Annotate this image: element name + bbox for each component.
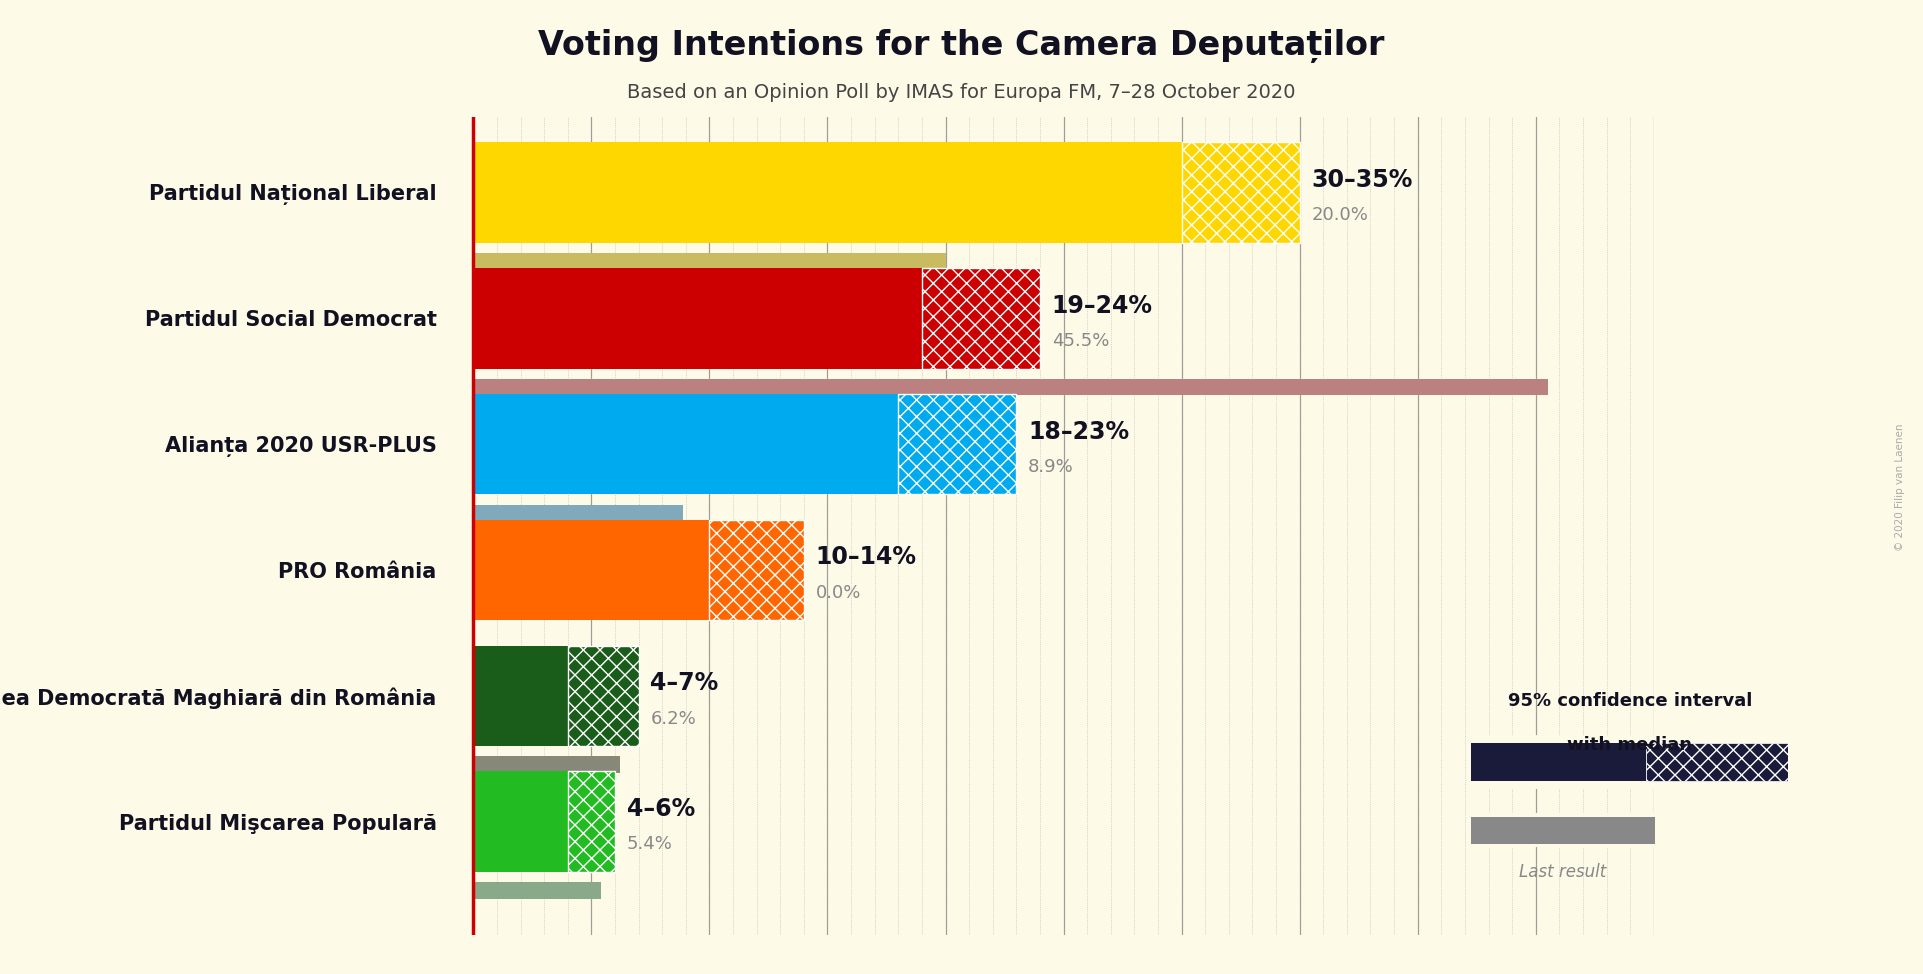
Text: 5.4%: 5.4% — [627, 836, 673, 853]
Text: Based on an Opinion Poll by IMAS for Europa FM, 7–28 October 2020: Based on an Opinion Poll by IMAS for Eur… — [627, 83, 1296, 102]
Text: with median: with median — [1567, 736, 1692, 754]
Bar — [710, 520, 804, 620]
Bar — [473, 393, 898, 495]
Text: 30–35%: 30–35% — [1311, 168, 1413, 192]
Bar — [898, 393, 1017, 495]
Bar — [567, 646, 638, 746]
Text: 4–7%: 4–7% — [650, 671, 719, 695]
Text: 8.9%: 8.9% — [1029, 458, 1073, 476]
Bar — [473, 268, 921, 368]
Bar — [473, 756, 619, 772]
Bar — [1646, 743, 1788, 781]
Text: © 2020 Filip van Laenen: © 2020 Filip van Laenen — [1894, 424, 1906, 550]
Text: 18–23%: 18–23% — [1029, 420, 1129, 443]
Text: Last result: Last result — [1519, 863, 1608, 880]
Bar — [473, 379, 1548, 395]
Text: 45.5%: 45.5% — [1052, 332, 1110, 350]
Bar — [473, 520, 710, 620]
Bar — [1471, 743, 1646, 781]
Text: 20.0%: 20.0% — [1311, 206, 1369, 224]
Bar — [567, 771, 615, 872]
Bar — [473, 646, 567, 746]
Bar — [473, 253, 946, 269]
Text: Voting Intentions for the Camera Deputaților: Voting Intentions for the Camera Deputaț… — [538, 29, 1385, 63]
Bar — [473, 505, 683, 521]
Bar — [1181, 142, 1300, 243]
Bar — [921, 268, 1040, 368]
Bar — [473, 882, 600, 899]
Text: 10–14%: 10–14% — [815, 545, 917, 570]
Text: 0.0%: 0.0% — [815, 583, 862, 602]
Text: 19–24%: 19–24% — [1052, 294, 1152, 318]
Bar — [1471, 816, 1656, 843]
Bar — [473, 142, 1181, 243]
Text: 4–6%: 4–6% — [627, 797, 694, 821]
Text: 6.2%: 6.2% — [650, 709, 696, 728]
Bar — [473, 771, 567, 872]
Text: 95% confidence interval: 95% confidence interval — [1508, 693, 1752, 710]
